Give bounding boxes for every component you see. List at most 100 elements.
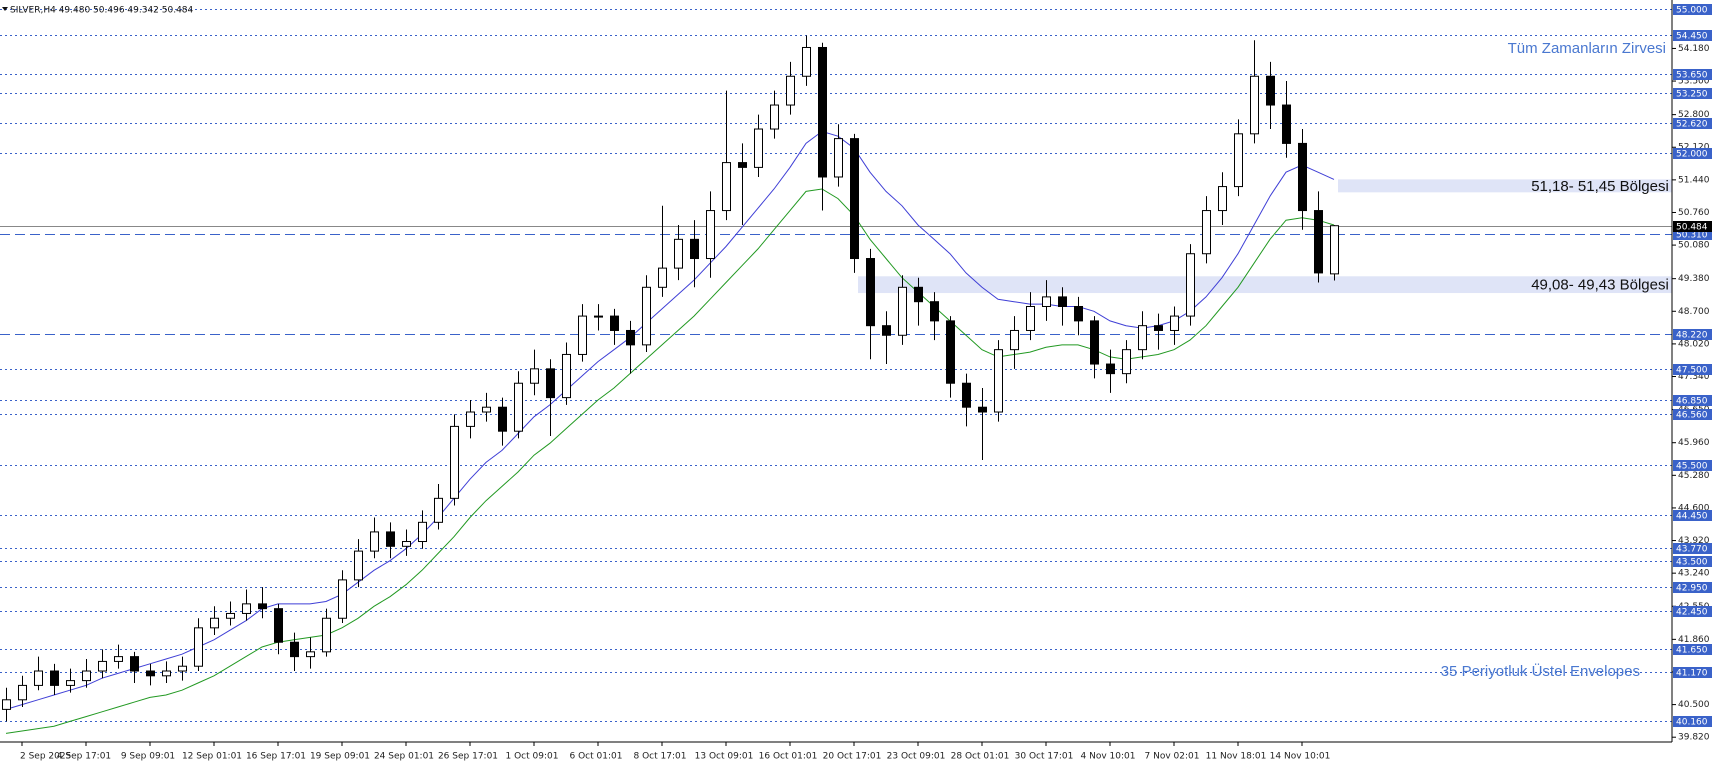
candle-body (946, 320, 955, 384)
candle (2, 687, 11, 722)
level-label: 53.250 (1676, 90, 1708, 100)
y-tick-label: 45.280 (1678, 471, 1710, 481)
x-tick-label: 4 Sep 17:01 (57, 752, 111, 762)
level-box (1673, 543, 1712, 554)
x-tick-label: 13 Oct 09:01 (695, 752, 754, 762)
candle (386, 522, 395, 559)
candle (1042, 280, 1051, 321)
y-tick-label: 52.120 (1678, 143, 1710, 153)
envelope-line (5, 188, 1335, 734)
y-tick-label: 48.700 (1678, 307, 1710, 317)
y-tick-label: 39.820 (1678, 733, 1710, 743)
level-label: 55.000 (1676, 6, 1708, 16)
candle-body (914, 286, 923, 303)
x-tick-label: 6 Oct 01:01 (570, 752, 623, 762)
level-label: 43.770 (1676, 545, 1708, 555)
candle-body (978, 406, 987, 413)
candle-body (626, 329, 635, 346)
y-tick-label: 44.600 (1678, 503, 1710, 513)
candle-body (402, 541, 411, 547)
zone-label: 49,08- 49,43 Bölgesi (1531, 277, 1669, 294)
candle-body (1154, 325, 1163, 331)
candle-body (2, 699, 11, 710)
y-tick-label: 47.340 (1678, 372, 1710, 382)
candle (1090, 316, 1099, 379)
candle-body (578, 315, 587, 355)
level-label: 52.620 (1676, 120, 1708, 130)
x-tick-label: 28 Oct 01:01 (951, 752, 1010, 762)
candle (562, 342, 571, 405)
candle-body (130, 656, 139, 672)
candle-body (194, 627, 203, 667)
y-tick-label: 50.760 (1678, 208, 1710, 218)
candle-body (562, 353, 571, 399)
candle (1010, 316, 1019, 369)
candle (242, 589, 251, 621)
level-box (1673, 582, 1712, 593)
candle-body (1010, 329, 1019, 351)
x-tick-label: 30 Oct 17:01 (1015, 752, 1074, 762)
candle-body (34, 670, 43, 686)
candle (306, 637, 315, 669)
candle-body (722, 162, 731, 212)
level-box (1673, 395, 1712, 406)
x-tick-label: 16 Sep 17:01 (246, 752, 306, 762)
candle-body (162, 670, 171, 677)
level-box (1673, 606, 1712, 617)
candle-body (1314, 210, 1323, 274)
candle-body (1122, 349, 1131, 375)
candle (34, 656, 43, 691)
candle-body (242, 603, 251, 614)
candle (994, 340, 1003, 422)
candle-body (466, 411, 475, 427)
candle (354, 539, 363, 588)
level-label: 42.450 (1676, 608, 1708, 618)
level-label: 54.450 (1676, 32, 1708, 42)
y-tick-label: 41.860 (1678, 635, 1710, 645)
candle (274, 603, 283, 655)
header-arrow (2, 7, 8, 11)
candle (82, 659, 91, 688)
candle (514, 371, 523, 439)
x-tick-label: 14 Nov 10:01 (1270, 752, 1331, 762)
candle (610, 308, 619, 345)
candle (658, 205, 667, 297)
x-tick-label: 7 Nov 02:01 (1145, 752, 1200, 762)
level-box (1673, 364, 1712, 375)
zone-label: 51,18- 51,45 Bölgesi (1531, 178, 1669, 195)
candle (882, 311, 891, 365)
level-box (1673, 69, 1712, 80)
candle-body (50, 670, 59, 686)
candle (98, 649, 107, 679)
x-tick-label: 24 Sep 01:01 (374, 752, 434, 762)
candle-body (706, 210, 715, 260)
candle-body (514, 382, 523, 432)
candle-body (1202, 210, 1211, 255)
level-box (1673, 4, 1712, 15)
candle (914, 277, 923, 326)
level-label: 43.500 (1676, 558, 1708, 568)
level-box (1673, 644, 1712, 655)
level-label: 47.500 (1676, 366, 1708, 376)
candle-body (530, 368, 539, 384)
candle (322, 608, 331, 657)
current-price-label: 50.484 (1676, 223, 1708, 233)
level-label: 46.850 (1676, 397, 1708, 407)
level-box (1673, 716, 1712, 727)
candle-body (226, 612, 235, 619)
candle (402, 529, 411, 556)
candle (898, 275, 907, 345)
chart-header: SILVER,H4 49.480 50.496 49.342 50.484 (10, 6, 194, 16)
candle (706, 191, 715, 278)
candle-body (850, 138, 859, 260)
y-tick-label: 43.240 (1678, 569, 1710, 579)
y-tick-label: 54.180 (1678, 44, 1710, 54)
candle (1202, 196, 1211, 264)
level-box (1673, 329, 1712, 340)
candle-body (1090, 320, 1099, 365)
level-label: 46.560 (1676, 411, 1708, 421)
candle-body (114, 656, 123, 662)
candle-body (1042, 296, 1051, 307)
candle (578, 304, 587, 362)
